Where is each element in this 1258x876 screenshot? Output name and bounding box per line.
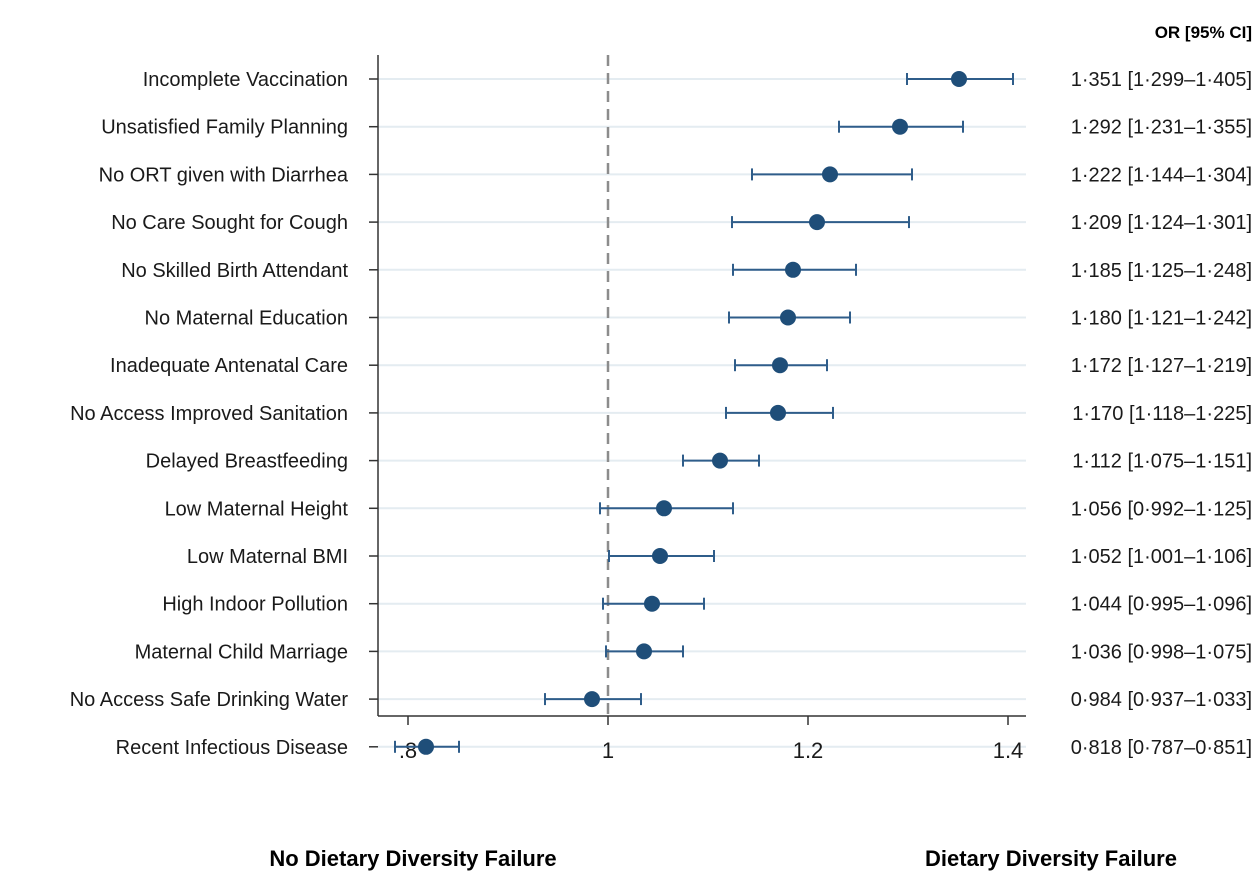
or-value-label: 1·209 [1·124–1·301] <box>1071 212 1252 234</box>
category-label: No Care Sought for Cough <box>111 212 348 234</box>
or-marker <box>785 261 801 278</box>
or-marker <box>656 500 672 517</box>
or-value-label: 1·056 [0·992–1·125] <box>1071 498 1252 520</box>
or-marker <box>712 452 728 469</box>
or-marker <box>809 214 825 231</box>
category-label: Delayed Breastfeeding <box>146 451 348 473</box>
bottom-right-label: Dietary Diversity Failure <box>925 846 1177 871</box>
or-marker <box>636 643 652 660</box>
or-value-label: 0·818 [0·787–0·851] <box>1071 737 1252 759</box>
category-label: Unsatisfied Family Planning <box>101 117 348 139</box>
or-value-label: 1·044 [0·995–1·096] <box>1071 594 1252 616</box>
or-marker <box>772 357 788 374</box>
or-column-header: OR [95% CI] <box>1155 23 1252 42</box>
category-label: No Access Improved Sanitation <box>70 403 348 425</box>
or-marker <box>892 118 908 135</box>
or-marker <box>951 71 967 87</box>
or-value-label: 1·172 [1·127–1·219] <box>1071 355 1252 377</box>
category-label: Low Maternal Height <box>165 498 349 520</box>
or-value-label: 1·292 [1·231–1·355] <box>1071 117 1252 139</box>
category-label: Maternal Child Marriage <box>135 641 348 663</box>
or-marker <box>584 691 600 708</box>
category-label: Recent Infectious Disease <box>116 737 348 759</box>
or-marker <box>652 548 668 564</box>
or-value-label: 1·112 [1·075–1·151] <box>1072 451 1252 473</box>
category-labels: Incomplete Vaccination Unsatisfied Family… <box>70 69 349 759</box>
or-value-label: 1·222 [1·144–1·304] <box>1071 164 1252 186</box>
or-value-label: 1·036 [0·998–1·075] <box>1071 641 1252 663</box>
gridlines <box>378 78 1026 748</box>
or-value-label: 1·351 [1·299–1·405] <box>1071 69 1252 91</box>
or-value-label: 0·984 [0·937–1·033] <box>1071 689 1252 711</box>
category-label: No Skilled Birth Attendant <box>121 260 348 282</box>
category-label: No Access Safe Drinking Water <box>70 689 349 711</box>
category-label: Inadequate Antenatal Care <box>110 355 348 377</box>
or-marker <box>822 166 838 183</box>
category-label: No Maternal Education <box>145 308 348 330</box>
x-tick-label: 1 <box>602 738 614 763</box>
bottom-left-label: No Dietary Diversity Failure <box>269 846 556 871</box>
axes: .8 1 1.2 1.4 <box>369 55 1026 763</box>
category-label: High Indoor Pollution <box>162 594 348 616</box>
x-tick-label: .8 <box>399 738 417 763</box>
x-tick-label: 1.2 <box>793 738 824 763</box>
or-marker <box>780 309 796 326</box>
or-value-label: 1·170 [1·118–1·225] <box>1072 403 1252 425</box>
category-label: No ORT given with Diarrhea <box>99 164 349 186</box>
or-value-label: 1·180 [1·121–1·242] <box>1071 308 1252 330</box>
point-estimates <box>418 71 967 755</box>
confidence-intervals <box>394 73 1014 753</box>
or-marker <box>770 404 786 421</box>
category-label: Low Maternal BMI <box>187 546 348 568</box>
or-values: 1·351 [1·299–1·405] 1·292 [1·231–1·355] 1·… <box>1071 69 1252 759</box>
or-value-label: 1·052 [1·001–1·106] <box>1071 546 1252 568</box>
x-tick-label: 1.4 <box>993 738 1024 763</box>
category-label: Incomplete Vaccination <box>143 69 348 91</box>
or-value-label: 1·185 [1·125–1·248] <box>1071 260 1252 282</box>
or-marker <box>644 595 660 612</box>
or-marker <box>418 738 434 755</box>
